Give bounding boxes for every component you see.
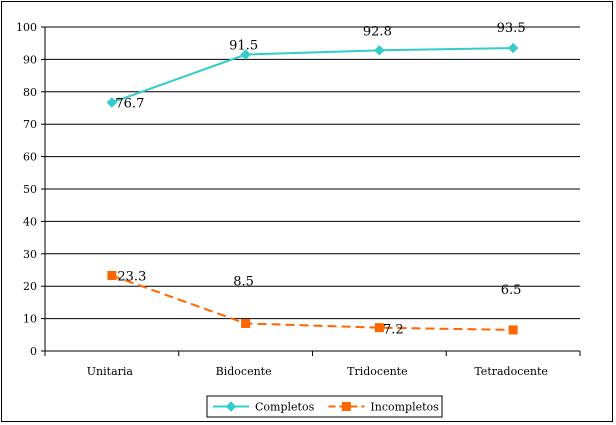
series-group: 76.7 91.5 92.8 93.5 23.3 8.5 7.2 6.5 <box>106 21 526 338</box>
y-tick-label: 40 <box>23 215 37 228</box>
data-point <box>241 318 251 328</box>
y-axis: 0 10 20 30 40 50 60 70 80 90 100 <box>16 21 46 358</box>
legend-label: Completos <box>255 401 315 414</box>
data-point <box>106 97 118 108</box>
data-label: 8.5 <box>233 274 254 289</box>
y-tick-label: 50 <box>23 183 37 196</box>
x-axis: Unitaria Bidocente Tridocente Tetradocente <box>44 350 581 378</box>
data-point <box>374 323 384 333</box>
legend-marker <box>341 402 351 411</box>
data-label: 91.5 <box>229 39 258 54</box>
data-point <box>107 271 117 281</box>
y-tick-label: 20 <box>23 280 37 293</box>
y-tick-label: 70 <box>23 118 37 131</box>
y-tick-label: 60 <box>23 151 37 164</box>
series-line <box>111 47 514 104</box>
gridlines <box>45 26 580 320</box>
y-tick-label: 30 <box>23 248 37 261</box>
y-tick-label: 100 <box>16 21 37 34</box>
legend-box <box>206 395 443 418</box>
legend: Completos Incompletos <box>206 395 443 418</box>
data-label: 7.2 <box>383 323 404 338</box>
data-label: 92.8 <box>363 24 392 39</box>
data-point <box>374 45 385 56</box>
series-incompletos: 23.3 8.5 7.2 6.5 <box>107 270 522 338</box>
x-tick-label: Bidocente <box>216 365 272 378</box>
y-tick-label: 90 <box>23 53 37 66</box>
data-point <box>240 49 251 60</box>
data-point <box>507 42 519 54</box>
data-label: 76.7 <box>115 96 144 111</box>
y-tick-label: 10 <box>23 313 37 326</box>
data-label: 93.5 <box>497 21 526 36</box>
data-label: 6.5 <box>501 283 522 298</box>
data-label: 23.3 <box>117 270 146 285</box>
legend-label: Incompletos <box>370 401 439 414</box>
x-tick-label: Tridocente <box>347 365 407 378</box>
data-point <box>508 325 518 335</box>
y-tick-label: 80 <box>23 86 37 99</box>
series-completos: 76.7 91.5 92.8 93.5 <box>106 21 526 111</box>
legend-marker <box>225 401 237 412</box>
x-tick-label: Unitaria <box>87 365 134 378</box>
series-line <box>111 274 514 331</box>
x-tick-label: Tetradocente <box>474 365 548 378</box>
y-tick-label: 0 <box>30 345 37 358</box>
